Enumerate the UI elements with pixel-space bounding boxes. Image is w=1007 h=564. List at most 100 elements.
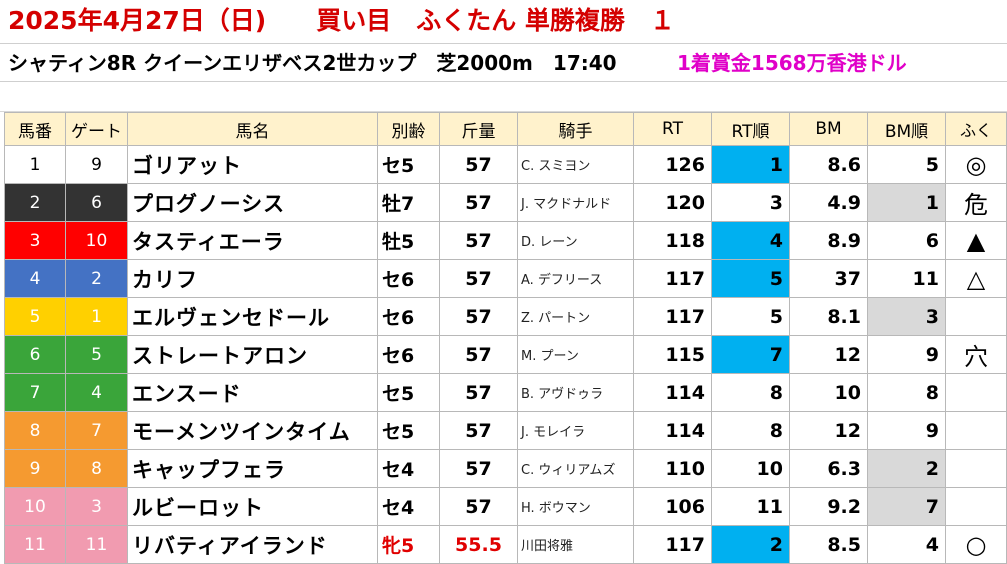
rt-rank-cell[interactable]: 7 (711, 335, 790, 374)
horse-number-cell[interactable]: 6 (4, 335, 66, 374)
jockey-cell[interactable]: D. レーン (517, 221, 634, 260)
horse-number-cell[interactable]: 9 (4, 449, 66, 488)
bm-rank-cell[interactable]: 11 (867, 259, 946, 298)
mark-cell[interactable] (945, 487, 1007, 526)
mark-cell[interactable] (945, 297, 1007, 336)
rt-rank-cell[interactable]: 5 (711, 297, 790, 336)
horse-number-cell[interactable]: 1 (4, 145, 66, 184)
jockey-cell[interactable]: C. スミヨン (517, 145, 634, 184)
gate-cell[interactable]: 10 (65, 221, 128, 260)
gate-cell[interactable]: 3 (65, 487, 128, 526)
bm-rank-cell[interactable]: 4 (867, 525, 946, 564)
sex-age-cell[interactable]: セ6 (377, 297, 440, 336)
sex-age-cell[interactable]: セ4 (377, 449, 440, 488)
horse-number-cell[interactable]: 5 (4, 297, 66, 336)
horse-name-cell[interactable]: カリフ (127, 259, 378, 298)
bm-cell[interactable]: 4.9 (789, 183, 868, 222)
bm-rank-cell[interactable]: 5 (867, 145, 946, 184)
weight-cell[interactable]: 57 (439, 145, 518, 184)
rt-cell[interactable]: 114 (633, 373, 712, 412)
bm-cell[interactable]: 8.6 (789, 145, 868, 184)
rt-rank-cell[interactable]: 11 (711, 487, 790, 526)
mark-cell[interactable] (945, 449, 1007, 488)
bm-rank-cell[interactable]: 7 (867, 487, 946, 526)
sex-age-cell[interactable]: セ5 (377, 373, 440, 412)
horse-name-cell[interactable]: モーメンツインタイム (127, 411, 378, 450)
rt-cell[interactable]: 120 (633, 183, 712, 222)
bm-cell[interactable]: 6.3 (789, 449, 868, 488)
horse-name-cell[interactable]: エルヴェンセドール (127, 297, 378, 336)
bm-cell[interactable]: 8.1 (789, 297, 868, 336)
weight-cell[interactable]: 57 (439, 335, 518, 374)
weight-cell[interactable]: 57 (439, 411, 518, 450)
bm-cell[interactable]: 8.5 (789, 525, 868, 564)
rt-cell[interactable]: 117 (633, 259, 712, 298)
gate-cell[interactable]: 2 (65, 259, 128, 298)
jockey-cell[interactable]: 川田将雅 (517, 525, 634, 564)
gate-cell[interactable]: 1 (65, 297, 128, 336)
jockey-cell[interactable]: B. アヴドゥラ (517, 373, 634, 412)
sex-age-cell[interactable]: セ6 (377, 335, 440, 374)
bm-rank-cell[interactable]: 9 (867, 411, 946, 450)
bm-rank-cell[interactable]: 8 (867, 373, 946, 412)
gate-cell[interactable]: 5 (65, 335, 128, 374)
horse-number-cell[interactable]: 2 (4, 183, 66, 222)
gate-cell[interactable]: 6 (65, 183, 128, 222)
gate-cell[interactable]: 7 (65, 411, 128, 450)
horse-name-cell[interactable]: リバティアイランド (127, 525, 378, 564)
bm-rank-cell[interactable]: 1 (867, 183, 946, 222)
rt-rank-cell[interactable]: 8 (711, 373, 790, 412)
mark-cell[interactable]: ◎ (945, 145, 1007, 184)
weight-cell[interactable]: 57 (439, 373, 518, 412)
horse-number-cell[interactable]: 3 (4, 221, 66, 260)
horse-number-cell[interactable]: 4 (4, 259, 66, 298)
mark-cell[interactable]: △ (945, 259, 1007, 298)
rt-rank-cell[interactable]: 2 (711, 525, 790, 564)
jockey-cell[interactable]: C. ウィリアムズ (517, 449, 634, 488)
mark-cell[interactable]: 危 (945, 183, 1007, 222)
weight-cell[interactable]: 57 (439, 259, 518, 298)
bm-cell[interactable]: 37 (789, 259, 868, 298)
jockey-cell[interactable]: H. ボウマン (517, 487, 634, 526)
sex-age-cell[interactable]: セ5 (377, 145, 440, 184)
rt-rank-cell[interactable]: 1 (711, 145, 790, 184)
weight-cell[interactable]: 57 (439, 449, 518, 488)
jockey-cell[interactable]: M. プーン (517, 335, 634, 374)
horse-name-cell[interactable]: キャップフェラ (127, 449, 378, 488)
rt-rank-cell[interactable]: 4 (711, 221, 790, 260)
gate-cell[interactable]: 9 (65, 145, 128, 184)
mark-cell[interactable]: 穴 (945, 335, 1007, 374)
jockey-cell[interactable]: J. マクドナルド (517, 183, 634, 222)
rt-cell[interactable]: 126 (633, 145, 712, 184)
rt-rank-cell[interactable]: 5 (711, 259, 790, 298)
horse-name-cell[interactable]: エンスード (127, 373, 378, 412)
sex-age-cell[interactable]: セ6 (377, 259, 440, 298)
horse-number-cell[interactable]: 11 (4, 525, 66, 564)
mark-cell[interactable] (945, 373, 1007, 412)
weight-cell[interactable]: 57 (439, 487, 518, 526)
bm-rank-cell[interactable]: 6 (867, 221, 946, 260)
rt-rank-cell[interactable]: 8 (711, 411, 790, 450)
jockey-cell[interactable]: Z. パートン (517, 297, 634, 336)
weight-cell[interactable]: 55.5 (439, 525, 518, 564)
horse-name-cell[interactable]: ルビーロット (127, 487, 378, 526)
weight-cell[interactable]: 57 (439, 297, 518, 336)
mark-cell[interactable] (945, 411, 1007, 450)
sex-age-cell[interactable]: 牡5 (377, 221, 440, 260)
bm-cell[interactable]: 9.2 (789, 487, 868, 526)
horse-name-cell[interactable]: タスティエーラ (127, 221, 378, 260)
bm-rank-cell[interactable]: 2 (867, 449, 946, 488)
rt-cell[interactable]: 115 (633, 335, 712, 374)
gate-cell[interactable]: 4 (65, 373, 128, 412)
bm-rank-cell[interactable]: 3 (867, 297, 946, 336)
weight-cell[interactable]: 57 (439, 221, 518, 260)
rt-cell[interactable]: 117 (633, 297, 712, 336)
horse-number-cell[interactable]: 10 (4, 487, 66, 526)
horse-name-cell[interactable]: ゴリアット (127, 145, 378, 184)
rt-rank-cell[interactable]: 3 (711, 183, 790, 222)
horse-name-cell[interactable]: ストレートアロン (127, 335, 378, 374)
jockey-cell[interactable]: A. デフリース (517, 259, 634, 298)
gate-cell[interactable]: 8 (65, 449, 128, 488)
sex-age-cell[interactable]: セ4 (377, 487, 440, 526)
rt-cell[interactable]: 118 (633, 221, 712, 260)
